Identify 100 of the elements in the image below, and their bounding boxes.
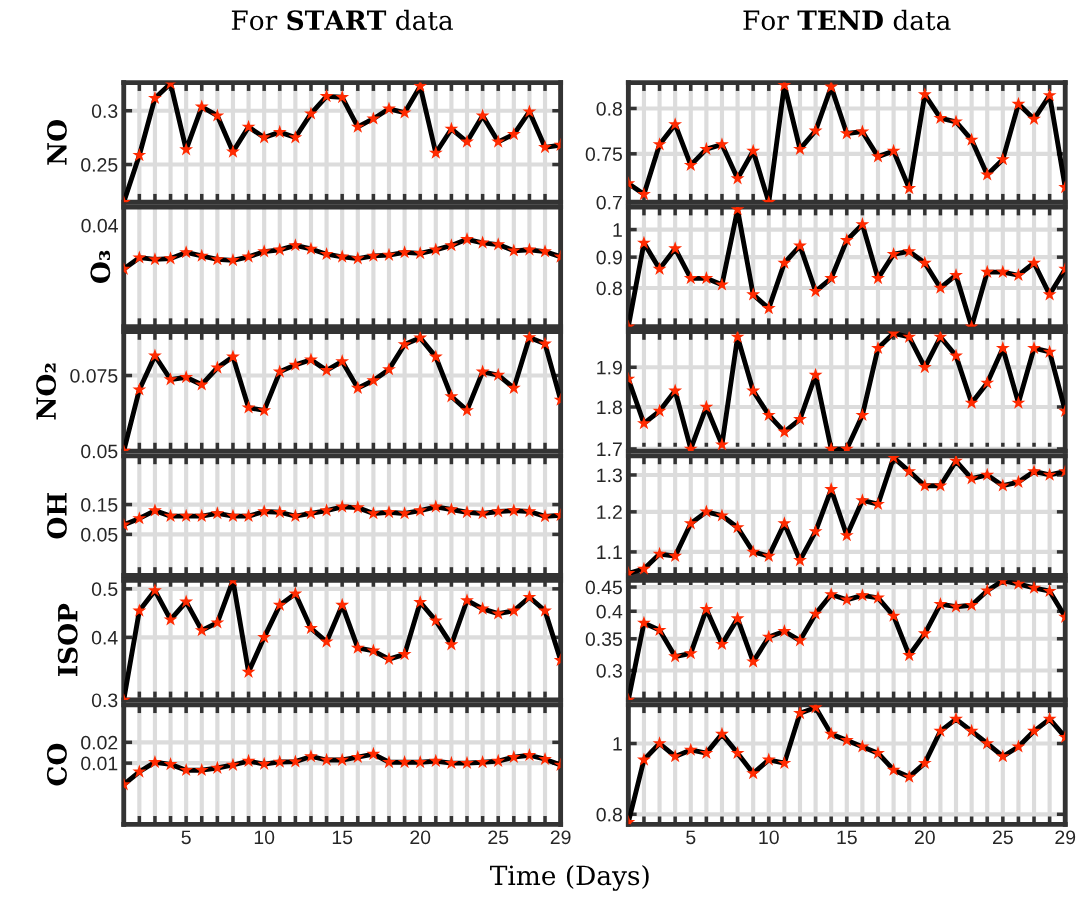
point: [382, 651, 396, 665]
point: [491, 606, 506, 620]
point: [995, 264, 1010, 278]
point: [179, 142, 194, 156]
point: [382, 504, 396, 519]
point: [746, 287, 761, 301]
point: [871, 271, 885, 285]
point: [1011, 739, 1026, 753]
point: [428, 613, 443, 627]
point: [855, 739, 870, 753]
point: [132, 147, 147, 162]
point: [886, 246, 901, 261]
point: [699, 399, 714, 413]
point: [460, 504, 474, 519]
point: [194, 762, 209, 777]
point: [839, 126, 854, 140]
point: [824, 587, 839, 601]
point: [980, 167, 995, 181]
point: [366, 506, 381, 520]
point: [304, 106, 318, 120]
point: [949, 599, 963, 613]
point: [761, 301, 776, 315]
point: [241, 664, 256, 678]
point: [964, 597, 979, 612]
point: [350, 500, 365, 514]
point: [902, 181, 917, 195]
y-tick-label: 0.075: [70, 368, 118, 383]
point: [668, 649, 683, 663]
point: [288, 508, 303, 523]
point: [350, 640, 365, 654]
point: [808, 123, 823, 137]
point: [949, 267, 963, 282]
point: [1042, 467, 1057, 481]
point: [933, 596, 948, 611]
point: [319, 246, 334, 261]
point: [288, 586, 303, 600]
point: [272, 124, 287, 139]
point: [226, 144, 240, 158]
point: [506, 503, 521, 517]
point: [683, 516, 698, 530]
point: [304, 241, 318, 255]
point: [397, 506, 412, 520]
point: [917, 87, 932, 101]
point: [319, 752, 334, 766]
point: [444, 502, 459, 516]
y-tick-label: 1.8: [597, 400, 622, 415]
point: [491, 367, 506, 381]
point: [444, 238, 459, 252]
point: [683, 742, 698, 756]
point: [855, 407, 870, 422]
y-tick-label: 1.7: [597, 442, 622, 456]
x-axis-title: Time (Days): [490, 864, 649, 891]
point: [288, 357, 303, 371]
y-tick-label: 1.1: [597, 545, 622, 559]
point: [683, 441, 698, 452]
point: [257, 403, 272, 417]
y-tick-label: 0.75: [585, 147, 622, 162]
y-tick-label: 0.3: [596, 663, 622, 678]
point: [210, 252, 225, 266]
point: [715, 277, 729, 291]
y-tick-label: 0.4: [596, 604, 623, 619]
point: [1027, 464, 1041, 478]
point: [538, 140, 552, 154]
point: [366, 111, 381, 125]
point: [824, 726, 839, 741]
point: [241, 119, 256, 133]
point: [350, 251, 365, 265]
point: [902, 464, 917, 478]
point: [179, 369, 194, 384]
point: [933, 110, 948, 125]
point: [871, 149, 885, 163]
point: [428, 753, 443, 767]
point: [210, 615, 225, 629]
point: [715, 508, 729, 522]
point: [839, 733, 854, 747]
point: [163, 251, 178, 265]
point: [506, 243, 521, 257]
point: [761, 629, 776, 643]
point: [917, 360, 932, 374]
point: [995, 340, 1010, 355]
point: [491, 504, 506, 518]
point: [980, 375, 995, 389]
point: [824, 482, 839, 496]
point: [475, 108, 490, 122]
point: [257, 756, 272, 770]
point: [917, 255, 932, 269]
point: [761, 752, 776, 766]
y-tick-label: 1: [613, 223, 622, 237]
point: [824, 271, 839, 285]
point: [226, 253, 240, 267]
point: [917, 626, 932, 640]
point: [637, 752, 651, 766]
point: [637, 416, 651, 430]
point: [855, 588, 870, 602]
point: [839, 592, 854, 606]
point: [460, 755, 474, 770]
point: [304, 352, 318, 366]
point: [964, 471, 979, 485]
point: [319, 503, 334, 517]
point: [652, 137, 667, 151]
